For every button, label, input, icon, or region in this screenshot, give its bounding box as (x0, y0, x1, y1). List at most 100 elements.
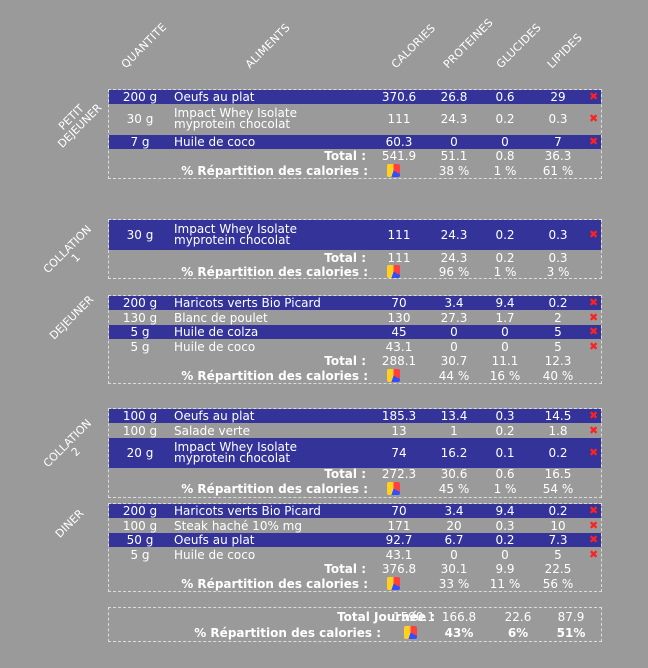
delete-icon[interactable]: ✖ (589, 90, 599, 103)
food-row: 7 g Huile de coco 60.3 0 0 7 ✖ (109, 135, 601, 149)
rep-lipides: 56 % (542, 577, 574, 591)
rep-lipides: 61 % (542, 164, 574, 178)
food-row: 100 g Salade verte 13 1 0.2 1.8 ✖ (109, 424, 601, 438)
food-name-cell: Huile de coco (174, 339, 256, 354)
pie-chart-icon[interactable] (387, 577, 400, 590)
delete-icon[interactable]: ✖ (589, 533, 599, 546)
meal-box-dejeuner: 200 g Haricots verts Bio Picard 70 3.4 9.4 0.… (108, 295, 602, 384)
proteines-cell: 26.8 (440, 90, 468, 104)
delete-icon[interactable]: ✖ (589, 446, 599, 459)
delete-icon[interactable]: ✖ (589, 424, 599, 437)
quantity-cell: 200 g (122, 296, 158, 310)
lipides-cell: 2 (554, 311, 562, 325)
total-lipides: 36.3 (544, 149, 572, 163)
glucides-cell: 9.4 (495, 296, 515, 310)
total-lipides: 0.3 (548, 251, 568, 265)
total-lipides: 12.3 (544, 354, 572, 368)
delete-icon[interactable]: ✖ (589, 112, 599, 125)
quantity-cell: 100 g (122, 409, 158, 423)
lipides-cell: 10 (550, 519, 566, 533)
quantity-cell: 5 g (130, 340, 150, 354)
food-name-cell: Impact Whey Isolate myprotein chocolat (174, 106, 297, 131)
lipides-cell: 7.3 (548, 533, 568, 547)
food-row: 200 g Haricots verts Bio Picard 70 3.4 9.4 0.… (109, 296, 601, 310)
proteines-cell: 20 (446, 519, 462, 533)
header-glucides: GLUCIDES (493, 20, 544, 72)
quantity-cell: 100 g (122, 519, 158, 533)
quantity-cell: 100 g (122, 424, 158, 438)
quantity-cell: 7 g (130, 135, 150, 149)
lipides-cell: 7 (554, 135, 562, 149)
total-proteines: 30.1 (440, 562, 468, 576)
pie-chart-icon[interactable] (404, 626, 417, 639)
lipides-cell: 1.8 (548, 424, 568, 438)
pie-chart-icon[interactable] (387, 265, 400, 278)
repartition-label: % Répartition des calories : (181, 369, 368, 383)
delete-icon[interactable]: ✖ (589, 135, 599, 148)
header-lipides: LIPIDES (544, 30, 585, 71)
calories-cell: 171 (387, 519, 411, 533)
delete-icon[interactable]: ✖ (589, 409, 599, 422)
food-row: 20 g Impact Whey Isolate myprotein chocol… (109, 438, 601, 468)
calories-cell: 43.1 (385, 548, 413, 562)
meal-box-petit-dejeuner: 200 g Oeufs au plat 370.6 26.8 0.6 29 ✖ 30 g Imp… (108, 89, 602, 179)
food-row: 5 g Huile de coco 43.1 0 0 5 ✖ (109, 340, 601, 354)
food-name-cell: Huile de coco (174, 134, 256, 149)
lipides-cell: 14.5 (544, 409, 572, 423)
pie-chart-icon[interactable] (387, 482, 400, 495)
quantity-cell: 200 g (122, 504, 158, 518)
glucides-cell: 0 (501, 135, 509, 149)
meal-total-label: Total : (324, 354, 366, 368)
header-quantite: QUANTITE (118, 20, 170, 72)
header-proteines: PROTEINES (440, 16, 496, 71)
delete-icon[interactable]: ✖ (589, 296, 599, 309)
quantity-cell: 30 g (126, 112, 154, 126)
meal-total-label: Total : (324, 149, 366, 163)
calories-cell: 74 (391, 446, 407, 460)
calories-cell: 43.1 (385, 340, 413, 354)
quantity-cell: 30 g (126, 228, 154, 242)
pie-chart-icon[interactable] (387, 164, 400, 177)
food-row: 130 g Blanc de poulet 130 27.3 1.7 2 ✖ (109, 311, 601, 325)
quantity-cell: 5 g (130, 325, 150, 339)
rep-glucides: 1 % (493, 482, 517, 496)
glucides-cell: 0.2 (495, 533, 515, 547)
delete-icon[interactable]: ✖ (589, 325, 599, 338)
calories-cell: 111 (387, 112, 411, 126)
delete-icon[interactable]: ✖ (589, 519, 599, 532)
quantity-cell: 5 g (130, 548, 150, 562)
delete-icon[interactable]: ✖ (589, 504, 599, 517)
proteines-cell: 0 (450, 548, 458, 562)
meal-label-collation-2: COLLATION 2 (40, 416, 95, 471)
quantity-cell: 20 g (126, 446, 154, 460)
total-lipides: 22.5 (544, 562, 572, 576)
glucides-cell: 0.2 (495, 424, 515, 438)
lipides-cell: 0.2 (548, 504, 568, 518)
rep-proteines: 33 % (438, 577, 470, 591)
proteines-cell: 0 (450, 135, 458, 149)
proteines-cell: 13.4 (440, 409, 468, 423)
glucides-cell: 0.3 (495, 519, 515, 533)
lipides-cell: 5 (554, 548, 562, 562)
food-row: 200 g Haricots verts Bio Picard 70 3.4 9.4 0.… (109, 504, 601, 518)
food-name-cell: Huile de coco (174, 547, 256, 562)
quantity-cell: 50 g (126, 533, 154, 547)
delete-icon[interactable]: ✖ (589, 311, 599, 324)
header-aliments: ALIMENTS (242, 21, 293, 72)
glucides-cell: 0 (501, 325, 509, 339)
delete-icon[interactable]: ✖ (589, 548, 599, 561)
repartition-label: % Répartition des calories : (181, 577, 368, 591)
repartition-label: % Répartition des calories : (181, 164, 368, 178)
delete-icon[interactable]: ✖ (589, 340, 599, 353)
food-name-cell: Oeufs au plat (174, 89, 255, 104)
meal-box-collation-2: 100 g Oeufs au plat 185.3 13.4 0.3 14.5 ✖ 100 g… (108, 408, 602, 498)
quantity-cell: 130 g (122, 311, 158, 325)
rep-glucides: 1 % (493, 164, 517, 178)
lipides-cell: 29 (550, 90, 566, 104)
day-rep-label: % Répartition des calories : (194, 626, 381, 640)
delete-icon[interactable]: ✖ (589, 228, 599, 241)
pie-chart-icon[interactable] (387, 369, 400, 382)
rep-proteines: 45 % (438, 482, 470, 496)
food-row: 30 g Impact Whey Isolate myprotein chocol… (109, 220, 601, 250)
lipides-cell: 5 (554, 325, 562, 339)
